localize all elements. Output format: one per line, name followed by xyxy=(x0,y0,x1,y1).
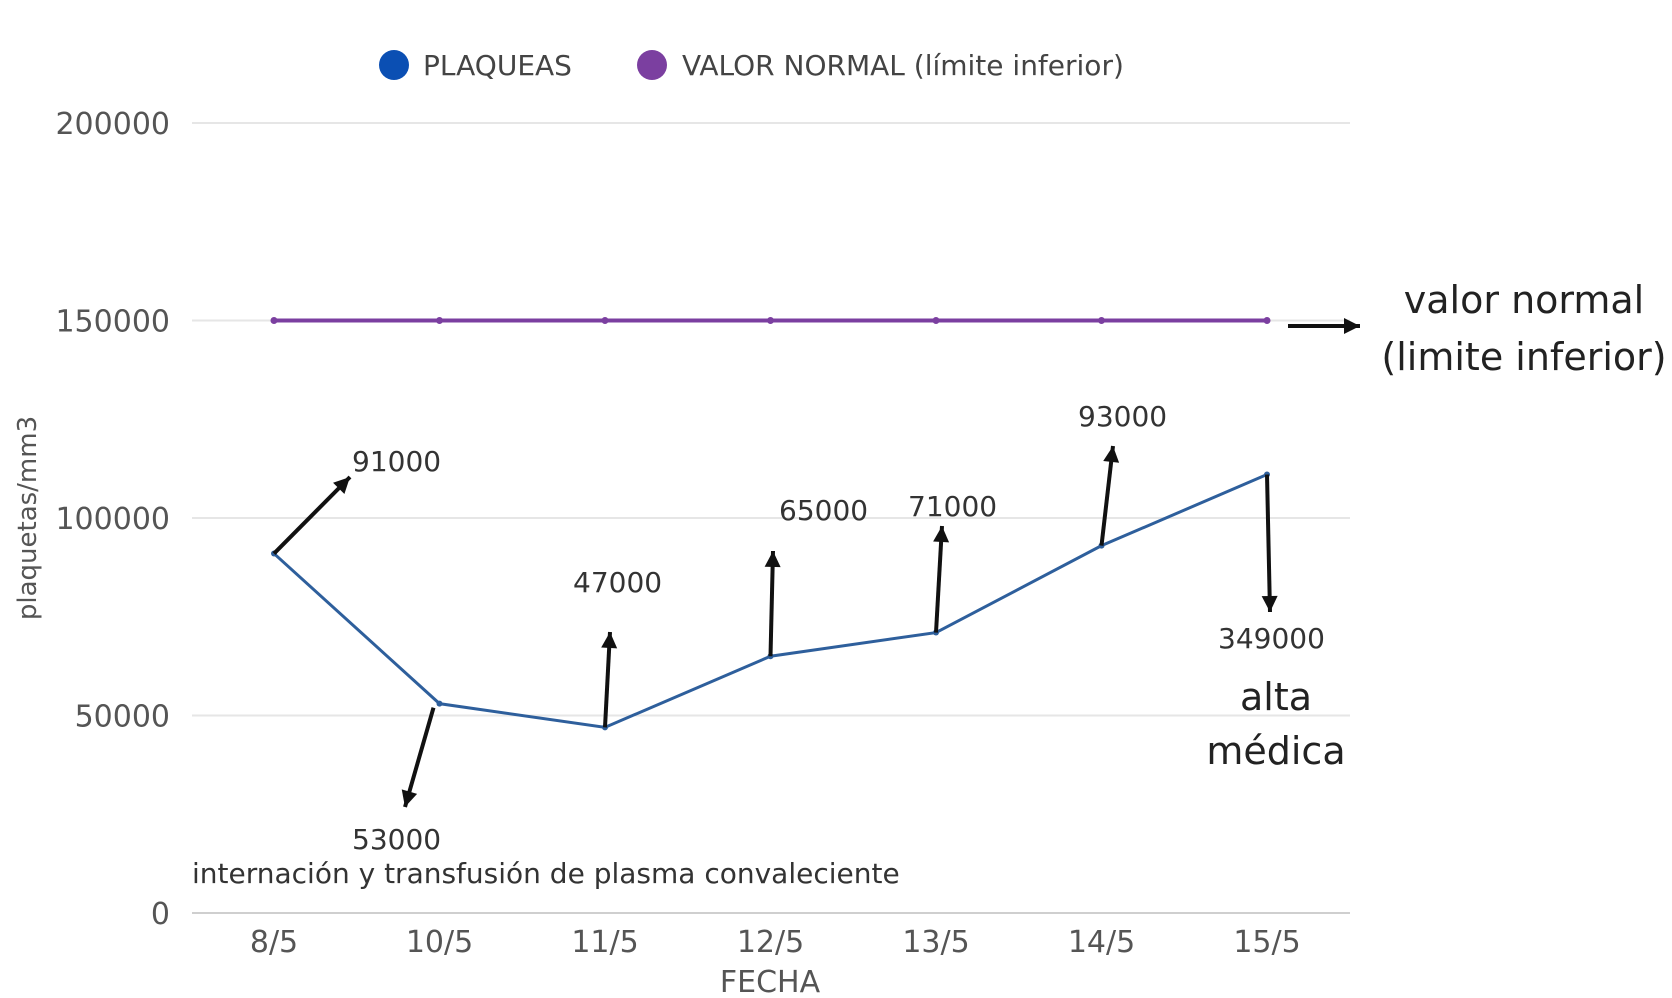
normal-value-annotation-line2: (limite inferior) xyxy=(1381,335,1666,379)
x-tick-label-12-5: 12/5 xyxy=(737,925,804,960)
data-point-valor-normal-15-5 xyxy=(1263,317,1271,324)
arrow-line-1 xyxy=(403,707,436,808)
normal-value-annotation-line1: valor normal xyxy=(1404,278,1644,322)
y-tick-label-50000: 50000 xyxy=(75,700,170,735)
arrow-head-2 xyxy=(601,632,618,649)
x-tick-label-8-5: 8/5 xyxy=(250,925,298,960)
x-tick-label-14-5: 14/5 xyxy=(1068,925,1135,960)
y-tick-label-0: 0 xyxy=(151,897,170,932)
data-point-valor-normal-12-5 xyxy=(767,317,774,324)
arrow-line-3 xyxy=(768,550,775,657)
legend: PLAQUEAS VALOR NORMAL (límite inferior) xyxy=(379,49,1124,82)
data-label-14-5: 93000 xyxy=(1078,400,1167,433)
y-tick-label-100000: 100000 xyxy=(55,502,170,537)
arrow-line-6 xyxy=(1265,474,1272,613)
x-axis-label: FECHA xyxy=(720,965,821,998)
arrow-head-7 xyxy=(1344,318,1360,334)
gridlines xyxy=(192,122,1350,914)
y-axis-ticks: 0 50000 100000 150000 200000 xyxy=(55,107,170,932)
x-tick-label-10-5: 10/5 xyxy=(406,925,473,960)
data-point-valor-normal-11-5 xyxy=(601,317,609,324)
data-point-valor-normal-8-5 xyxy=(270,317,278,324)
y-axis-label: plaquetas/mm3 xyxy=(13,416,43,620)
data-point-valor-normal-13-5 xyxy=(932,317,940,324)
y-tick-label-200000: 200000 xyxy=(55,107,170,142)
discharge-annotation-line2: médica xyxy=(1206,729,1345,773)
x-tick-label-11-5: 11/5 xyxy=(571,925,638,960)
arrow-head-4 xyxy=(933,526,950,543)
admission-annotation: internación y transfusión de plasma conv… xyxy=(192,857,900,890)
data-labels: 91000 53000 47000 65000 71000 93000 3490… xyxy=(352,400,1325,856)
legend-marker-plaqueas xyxy=(379,50,409,80)
arrow-head-3 xyxy=(764,551,781,568)
x-tick-label-15-5: 15/5 xyxy=(1233,925,1300,960)
data-label-10-5: 53000 xyxy=(352,823,441,856)
data-label-12-5: 65000 xyxy=(779,494,868,527)
x-axis-ticks: 8/5 10/5 11/5 12/5 13/5 14/5 15/5 xyxy=(250,925,1301,960)
legend-marker-valor-normal xyxy=(637,50,667,80)
data-point-valor-normal-10-5 xyxy=(436,317,443,324)
data-label-11-5: 47000 xyxy=(573,566,662,599)
data-point-plaqueas-10-5 xyxy=(436,700,443,707)
legend-label-plaqueas: PLAQUEAS xyxy=(423,49,572,82)
legend-label-valor-normal: VALOR NORMAL (límite inferior) xyxy=(682,49,1124,82)
arrow-head-0 xyxy=(333,477,350,494)
data-point-valor-normal-14-5 xyxy=(1098,317,1105,324)
arrow-line-4 xyxy=(934,525,944,633)
data-label-15-5: 349000 xyxy=(1218,622,1325,655)
data-label-13-5: 71000 xyxy=(908,490,997,523)
data-label-8-5: 91000 xyxy=(352,445,441,478)
arrow-head-6 xyxy=(1261,595,1278,612)
series xyxy=(270,317,1271,731)
arrow-line-5 xyxy=(1099,445,1115,546)
arrow-line-0 xyxy=(272,475,352,555)
y-tick-label-150000: 150000 xyxy=(55,305,170,340)
discharge-annotation-line1: alta xyxy=(1240,675,1312,719)
x-tick-label-13-5: 13/5 xyxy=(902,925,969,960)
arrow-head-1 xyxy=(401,789,418,807)
annotation-arrows xyxy=(272,318,1360,808)
arrow-head-5 xyxy=(1103,446,1120,463)
